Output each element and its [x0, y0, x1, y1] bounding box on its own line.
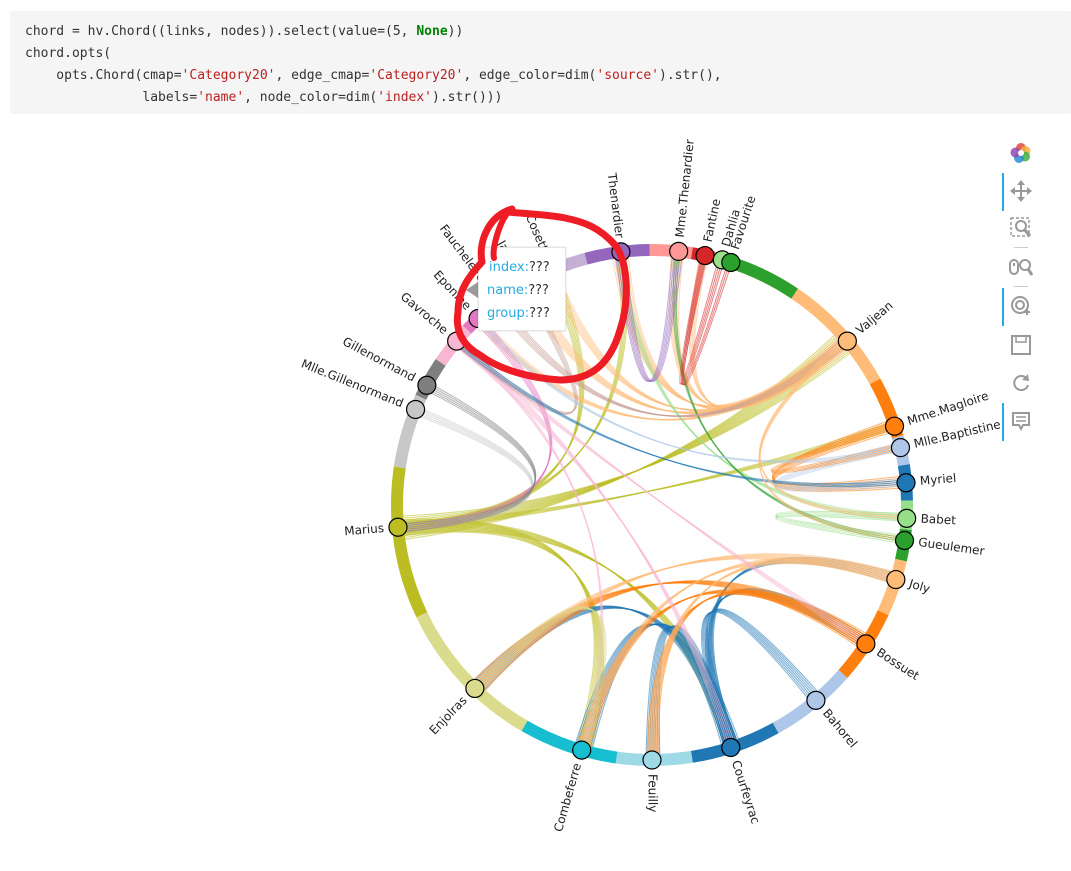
chord-edge: [668, 256, 839, 407]
node-label-21: Thenardier: [605, 171, 627, 239]
node-label-16: Gavroche: [398, 289, 451, 337]
box-zoom-tool-button[interactable]: [1006, 213, 1036, 243]
node-label-9: Courfeyrac: [729, 759, 763, 826]
code-cell[interactable]: chord = hv.Chord((links, nodes)).select(…: [10, 11, 1071, 114]
hover-tooltip: index:??? name:??? group:???: [478, 247, 566, 331]
hover-icon: [1012, 412, 1030, 431]
node-marker-16: [447, 331, 467, 351]
chord-edge: [612, 258, 838, 406]
chord-edge: [475, 606, 602, 744]
node-marker-3: [896, 473, 916, 493]
node-marker-10: [642, 750, 662, 770]
plot-toolbar: [1000, 138, 1040, 441]
node-marker-15: [417, 375, 437, 395]
chord-edge: [775, 515, 901, 544]
chord-plot[interactable]: ValjeanMme.MagloireMlle.BaptistineMyriel…: [300, 130, 1000, 860]
node-label-0: Valjean: [853, 298, 895, 337]
chord-edge: [475, 558, 889, 682]
node-marker-0: [837, 331, 857, 351]
toolbar-separator: [1014, 286, 1028, 287]
node-label-11: Combeferre: [551, 762, 584, 834]
node-marker-8: [806, 690, 826, 710]
save-tool-button[interactable]: [1006, 330, 1036, 360]
chord-edge: [759, 345, 899, 542]
reset-icon: [1013, 374, 1029, 392]
node-marker-9: [721, 737, 741, 758]
pan-icon: [1010, 180, 1032, 202]
hover-tool-button[interactable]: [1002, 403, 1036, 441]
tooltip-arrow: [466, 282, 478, 298]
node-marker-6: [886, 569, 906, 590]
chord-edge: [624, 257, 683, 382]
chord-edge: [461, 343, 602, 745]
node-marker-12: [465, 678, 485, 699]
chord-arc-13: [391, 466, 428, 618]
pan-tool-button[interactable]: [1002, 173, 1036, 211]
chord-arc-12: [416, 612, 528, 732]
node-label-12: Enjolras: [427, 693, 470, 737]
node-marker-14: [405, 399, 426, 420]
node-label-13: Marius: [344, 521, 385, 538]
node-marker-23: [695, 245, 715, 266]
node-label-8: Bahorel: [820, 706, 860, 750]
chord-edge: [679, 260, 720, 385]
chord-edge: [620, 257, 843, 409]
node-marker-22: [669, 241, 689, 261]
chord-edge: [461, 343, 901, 488]
node-label-4: Babet: [920, 512, 956, 528]
chord-edge: [404, 340, 840, 533]
node-label-22: Mme.Thenardier: [673, 139, 697, 238]
node-marker-21: [611, 242, 631, 262]
node-marker-7: [856, 634, 876, 654]
tap-tool-button[interactable]: [1002, 288, 1036, 326]
chord-edge: [679, 260, 718, 385]
node-marker-4: [897, 508, 917, 528]
node-marker-1: [884, 416, 905, 436]
code-block: chord = hv.Chord((links, nodes)).select(…: [25, 24, 722, 105]
node-label-6: Joly: [906, 576, 931, 596]
node-marker-13: [388, 517, 408, 537]
node-marker-11: [572, 740, 592, 760]
wheel-zoom-icon: [1009, 259, 1033, 276]
chord-edge: [403, 385, 537, 525]
node-label-7: Bossuet: [874, 645, 922, 683]
wheel-zoom-tool-button[interactable]: [1006, 252, 1036, 282]
node-marker-2: [890, 438, 911, 458]
save-icon: [1011, 335, 1031, 355]
node-label-23: Fantine: [701, 197, 724, 243]
bokeh-logo-icon[interactable]: [1006, 138, 1036, 168]
chord-edge: [682, 261, 731, 386]
reset-tool-button[interactable]: [1006, 368, 1036, 398]
chord-edge: [675, 257, 899, 542]
chord-edge: [618, 258, 842, 408]
chord-arc-11: [521, 720, 618, 764]
node-label-3: Myriel: [919, 471, 957, 488]
node-label-5: Gueulemer: [917, 535, 985, 558]
node-marker-25: [721, 252, 741, 273]
chord-edge: [771, 429, 896, 475]
chord-edge: [404, 339, 839, 535]
chord-edge: [622, 257, 844, 409]
toolbar-separator: [1014, 247, 1028, 248]
tap-icon: [1011, 296, 1030, 315]
node-label-10: Feuilly: [646, 774, 660, 812]
node-marker-5: [894, 530, 915, 551]
box-zoom-icon: [1010, 217, 1032, 237]
